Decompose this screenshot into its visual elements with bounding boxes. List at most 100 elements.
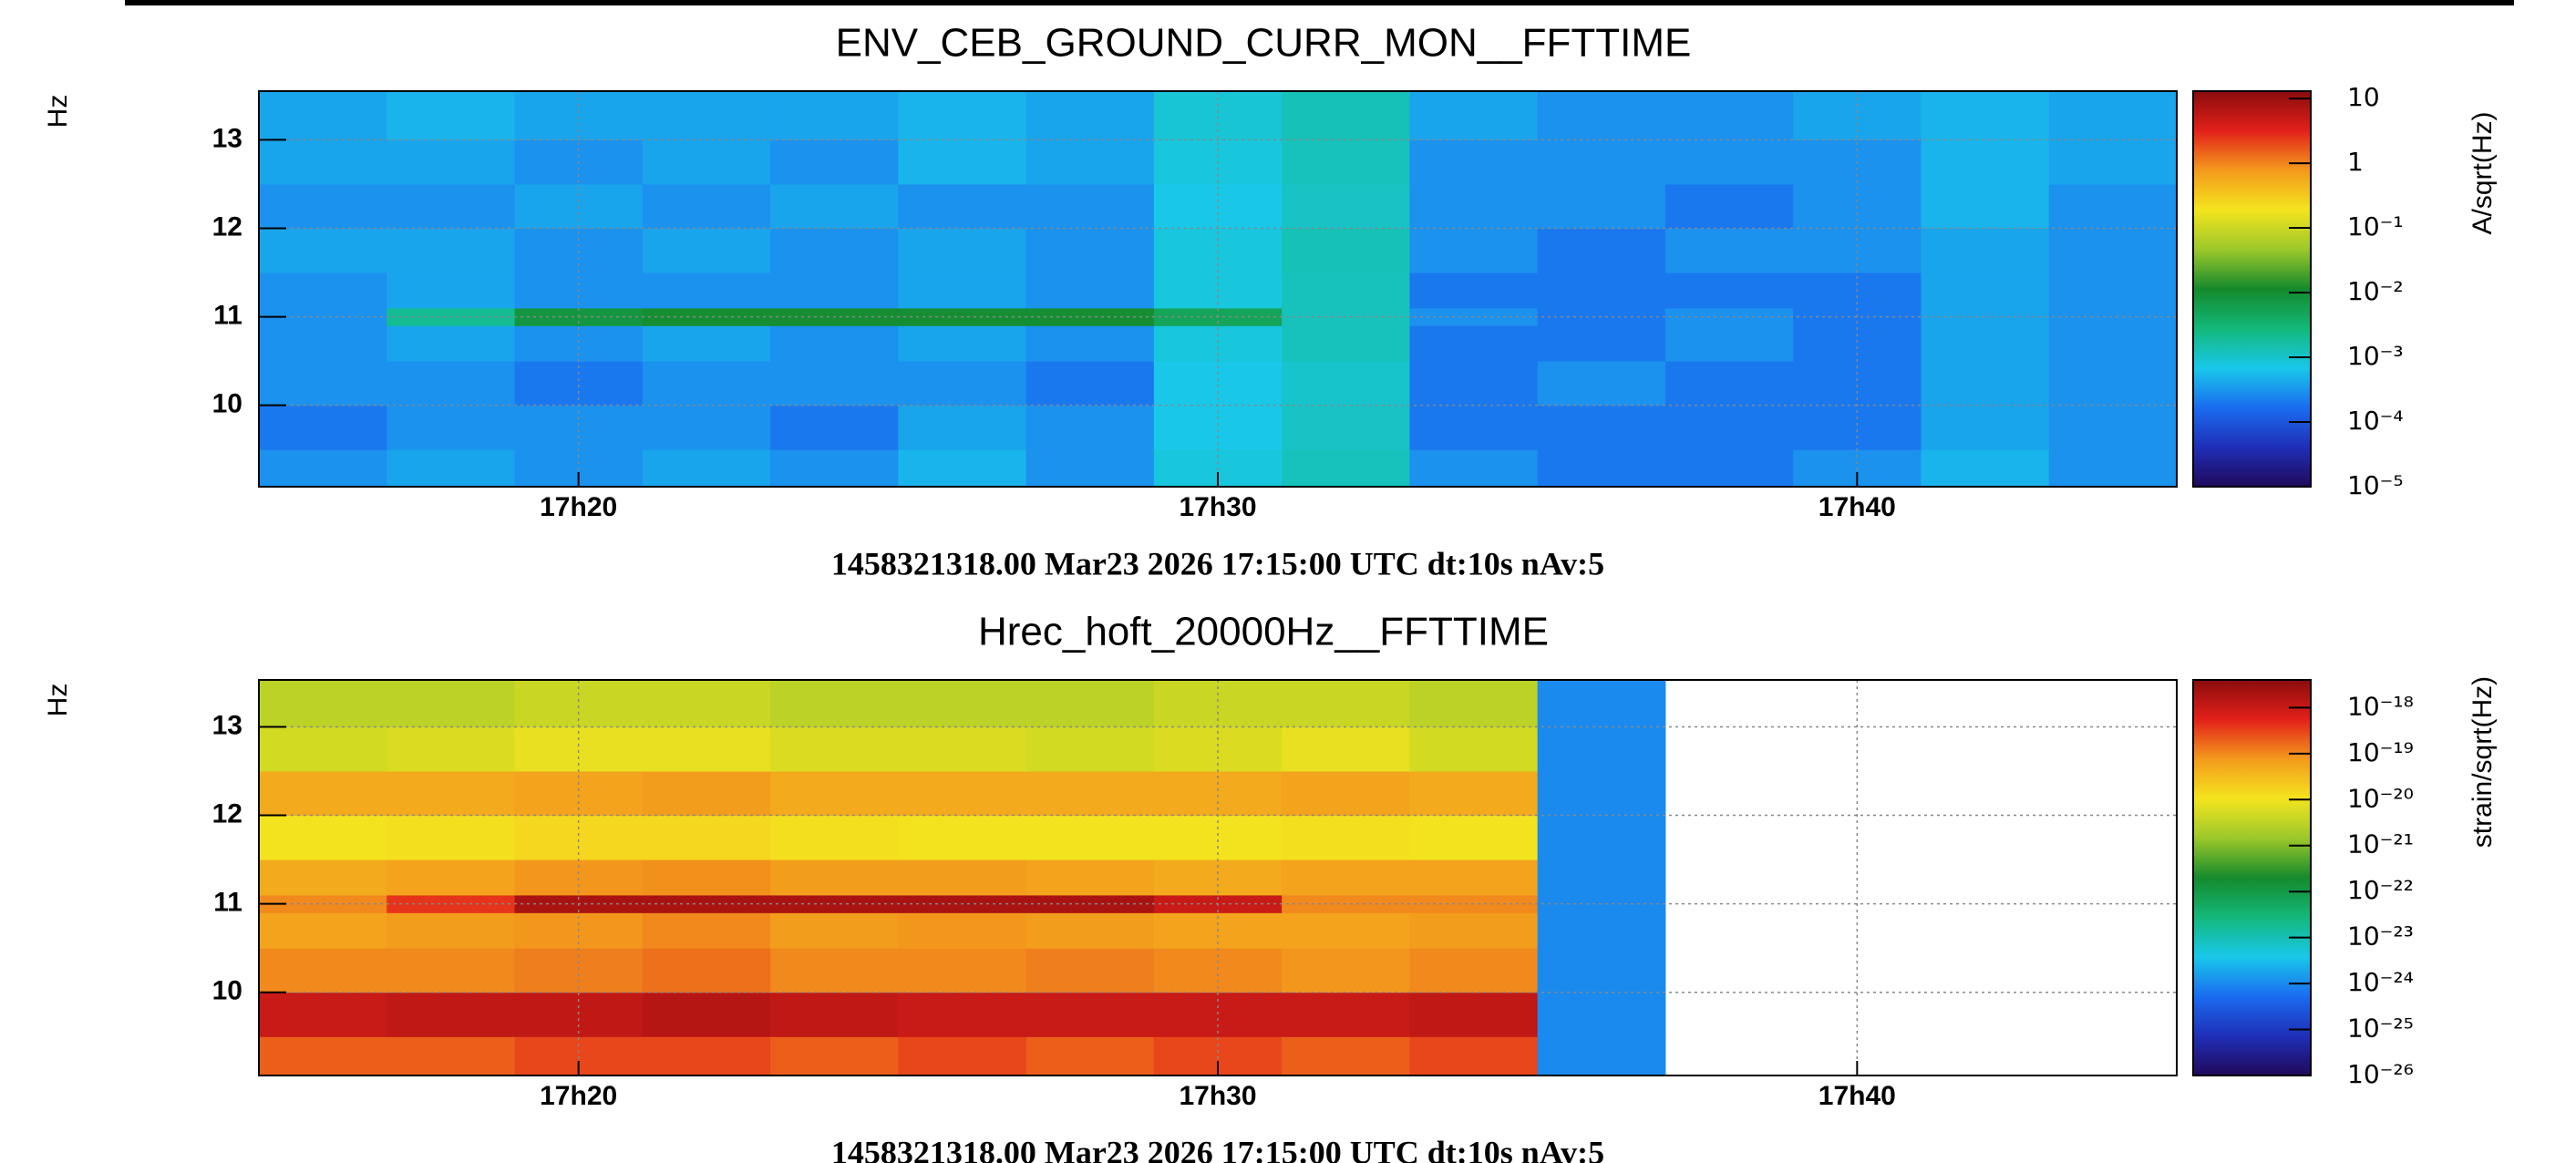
heatmap-cell [898,912,1027,949]
colorbar-tick-label: 10⁻⁵ [2347,470,2404,500]
heatmap-cell [1282,771,1410,817]
heatmap-cell [386,361,516,407]
heatmap-cell [386,726,516,772]
heatmap-cell [770,948,899,993]
heatmap-cell [259,405,387,450]
heatmap-cell [386,449,516,488]
heatmap-cell [1409,859,1539,896]
colorbar [2192,90,2312,488]
colorbar-tick-label: 10⁻²⁵ [2347,1014,2414,1044]
heatmap-cell [770,228,899,273]
heatmap-cell [259,992,387,1037]
heatmap-cell [1025,228,1155,273]
heatmap-cell [770,680,899,727]
heatmap-cell [1282,859,1410,896]
heatmap-cell [898,992,1027,1037]
heatmap-cell [386,992,516,1037]
heatmap-cell [1409,325,1539,362]
plot-frame [258,90,2178,488]
heatmap-cell [1409,912,1539,949]
heatmap-cell [1409,948,1539,993]
heatmap-cell [1025,273,1155,309]
heatmap-cell [1025,815,1155,860]
heatmap-cell [770,912,899,949]
heatmap-cell [1409,91,1539,140]
heatmap-cell [642,405,771,450]
heatmap-cell [386,325,516,362]
heatmap-cell [770,325,899,362]
heatmap-cell [770,273,899,309]
colorbar-tick-label: 10⁻²¹ [2347,829,2414,859]
heatmap-cell [259,815,387,860]
heatmap-cell [2048,273,2178,309]
heatmap-cell [259,325,387,362]
colorbar-tick-label: 10⁻²⁴ [2347,967,2414,997]
heatmap-cell [1153,859,1283,896]
colorbar-tick-label: 10 [2347,82,2380,112]
heatmap-cell [770,139,899,185]
heatmap-cell [1282,992,1410,1037]
heatmap-cell [898,726,1027,772]
heatmap-cell [1921,361,2050,407]
heatmap-cell [898,449,1027,488]
heatmap-cell [1282,91,1410,140]
heatmap-cell [770,726,899,772]
heatmap-cell [1537,405,1666,450]
heatmap-cell [642,183,771,229]
heatmap-cell [386,228,516,273]
heatmap-cell [386,680,516,727]
heatmap-cell [386,771,516,817]
y-tick-label: 11 [213,888,242,918]
heatmap-cell [259,771,387,817]
heatmap-cell [1537,1036,1666,1076]
heatmap-cell [1537,771,1666,817]
heatmap-cell [1409,992,1539,1037]
heatmap-cell [1537,307,1666,326]
heatmap-cell [1282,183,1410,229]
heatmap-cell [898,228,1027,273]
heatmap-cell [2048,91,2178,140]
heatmap-cell [259,228,387,273]
heatmap-cell [1537,325,1666,362]
heatmap-cell [1409,815,1539,860]
heatmap-cell [386,815,516,860]
x-axis-label: 1458321318.00 Mar23 2026 17:15:00 UTC dt… [831,1134,1604,1163]
heatmap-cell [259,139,387,185]
heatmap-cell [642,1036,771,1076]
heatmap-cell [898,273,1027,309]
heatmap-cell [514,325,644,362]
heatmap-cell [1537,361,1666,407]
heatmap-cell [1282,726,1410,772]
heatmap-cell [642,228,771,273]
heatmap-cell [1025,449,1155,488]
heatmap-cell [642,992,771,1037]
heatmap-cell [1537,815,1666,860]
colorbar-tick-label: 10⁻¹ [2347,211,2404,242]
heatmap-cell [642,912,771,949]
heatmap-cell [1025,680,1155,727]
heatmap-cell [1025,91,1155,140]
heatmap-cell [259,948,387,993]
heatmap-cell [1025,771,1155,817]
heatmap-cell [2048,307,2178,326]
heatmap-cell [386,912,516,949]
y-tick-label: 11 [213,301,242,331]
heatmap-cell [1025,1036,1155,1076]
heatmap-cell [1537,228,1666,273]
heatmap-cell [514,859,644,896]
heatmap-cell [1537,726,1666,772]
heatmap-cell [1282,228,1410,273]
heatmap-cell [1025,948,1155,993]
heatmap-cell [386,183,516,229]
heatmap-cell [386,859,516,896]
y-tick-label: 13 [212,710,242,740]
heatmap-cell [1282,815,1410,860]
heatmap-cell [1921,325,2050,362]
heatmap-cell [1409,680,1539,727]
heatmap-cell [1282,912,1410,949]
heatmap-cell [2048,361,2178,407]
heatmap-cell [259,1036,387,1076]
heatmap-cell [770,183,899,229]
colorbar-tick-label: 10⁻²⁶ [2347,1059,2414,1089]
